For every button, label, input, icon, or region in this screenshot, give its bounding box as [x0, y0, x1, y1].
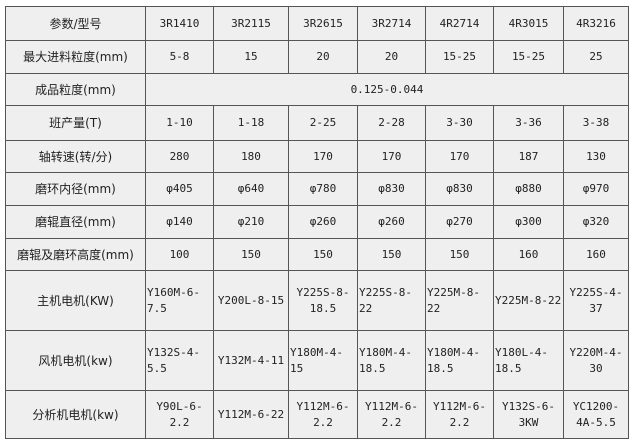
table-cell: 170	[288, 140, 358, 173]
table-cell: φ140	[145, 205, 214, 239]
table-cell: 20	[357, 40, 426, 74]
table-cell: Y225M-8-22	[493, 270, 564, 331]
table-cell: 3-30	[425, 105, 494, 141]
table-cell: 160	[493, 238, 564, 271]
table-cell: Y112M-6-22	[213, 390, 289, 439]
table-cell: φ780	[288, 172, 358, 206]
table-cell: Y180M-4- 18.5	[425, 330, 494, 391]
table-row: 分析机电机(kw) Y90L-6- 2.2 Y112M-6-22 Y112M-6- 2…	[5, 390, 629, 439]
table-cell: φ270	[425, 205, 494, 239]
table-cell: 100	[145, 238, 214, 271]
table-cell: Y112M-6- 2.2	[288, 390, 358, 439]
table-cell: φ880	[493, 172, 564, 206]
table-cell: 150	[213, 238, 289, 271]
table-cell: 170	[357, 140, 426, 173]
table-cell: 130	[563, 140, 629, 173]
table-cell: φ830	[357, 172, 426, 206]
row-label: 磨辊及磨环高度(mm)	[5, 238, 146, 271]
table-cell: Y90L-6- 2.2	[145, 390, 214, 439]
table-cell: 3-38	[563, 105, 629, 141]
table-cell: φ210	[213, 205, 289, 239]
table-cell: 1-10	[145, 105, 214, 141]
model-header: 4R2714	[425, 6, 494, 41]
table-cell: Y132M-4-11	[213, 330, 289, 391]
table-cell: φ640	[213, 172, 289, 206]
table-cell: Y200L-8-15	[213, 270, 289, 331]
row-label: 风机电机(kw)	[5, 330, 146, 391]
header-label: 参数/型号	[5, 6, 146, 41]
table-cell: φ405	[145, 172, 214, 206]
table-row: 班产量(T) 1-10 1-18 2-25 2-28 3-30 3-36 3-38	[5, 105, 629, 141]
row-label: 成品粒度(mm)	[5, 73, 146, 106]
table-row: 磨环内径(mm) φ405 φ640 φ780 φ830 φ830 φ880 φ970	[5, 172, 629, 206]
table-cell: Y220M-4- 30	[563, 330, 629, 391]
table-cell: 2-25	[288, 105, 358, 141]
row-label: 磨环内径(mm)	[5, 172, 146, 206]
table-cell: φ260	[288, 205, 358, 239]
table-cell: φ300	[493, 205, 564, 239]
table-cell: 150	[357, 238, 426, 271]
table-cell: 25	[563, 40, 629, 74]
row-label: 磨辊直径(mm)	[5, 205, 146, 239]
merged-cell: 0.125-0.044	[145, 73, 629, 106]
table-cell: 187	[493, 140, 564, 173]
table-cell: Y132S-6- 3KW	[493, 390, 564, 439]
model-header: 4R3015	[493, 6, 564, 41]
table-cell: Y180M-4- 18.5	[357, 330, 426, 391]
table-cell: 1-18	[213, 105, 289, 141]
header-row: 参数/型号 3R1410 3R2115 3R2615 3R2714 4R2714 4R301…	[5, 6, 629, 41]
table-cell: Y160M-6- 7.5	[145, 270, 214, 331]
table-cell: φ970	[563, 172, 629, 206]
table-cell: Y225S-4- 37	[563, 270, 629, 331]
table-cell: 20	[288, 40, 358, 74]
row-label: 班产量(T)	[5, 105, 146, 141]
table-row: 磨辊直径(mm) φ140 φ210 φ260 φ260 φ270 φ300 φ320	[5, 205, 629, 239]
table-row: 主机电机(KW) Y160M-6- 7.5 Y200L-8-15 Y225S-8- 1…	[5, 270, 629, 331]
table-cell: Y180L-4- 18.5	[493, 330, 564, 391]
table-cell: 3-36	[493, 105, 564, 141]
row-label: 分析机电机(kw)	[5, 390, 146, 439]
table-cell: 15	[213, 40, 289, 74]
model-header: 4R3216	[563, 6, 629, 41]
model-header: 3R2615	[288, 6, 358, 41]
model-header: 3R2115	[213, 6, 289, 41]
table-cell: φ320	[563, 205, 629, 239]
table-row: 磨辊及磨环高度(mm) 100 150 150 150 150 160 160	[5, 238, 629, 271]
model-header: 3R2714	[357, 6, 426, 41]
table-cell: 280	[145, 140, 214, 173]
table-row: 风机电机(kw) Y132S-4- 5.5 Y132M-4-11 Y180M-4-15…	[5, 330, 629, 391]
table-cell: Y112M-6- 2.2	[357, 390, 426, 439]
table-cell: 150	[425, 238, 494, 271]
table-cell: Y132S-4- 5.5	[145, 330, 214, 391]
table-cell: 150	[288, 238, 358, 271]
table-cell: Y225S-8- 18.5	[288, 270, 358, 331]
table-cell: 15-25	[493, 40, 564, 74]
table-cell: Y112M-6- 2.2	[425, 390, 494, 439]
table-row: 成品粒度(mm) 0.125-0.044	[5, 73, 629, 106]
table-cell: Y225S-8-22	[357, 270, 426, 331]
table-cell: φ830	[425, 172, 494, 206]
specs-table: 参数/型号 3R1410 3R2115 3R2615 3R2714 4R2714 4R301…	[5, 6, 629, 439]
model-header: 3R1410	[145, 6, 214, 41]
table-cell: φ260	[357, 205, 426, 239]
table-cell: 15-25	[425, 40, 494, 74]
row-label: 轴转速(转/分)	[5, 140, 146, 173]
table-cell: 2-28	[357, 105, 426, 141]
row-label: 最大进料粒度(mm)	[5, 40, 146, 74]
table-cell: YC1200- 4A-5.5	[563, 390, 629, 439]
table-cell: 170	[425, 140, 494, 173]
table-cell: Y180M-4-15	[288, 330, 358, 391]
table-row: 轴转速(转/分) 280 180 170 170 170 187 130	[5, 140, 629, 173]
row-label: 主机电机(KW)	[5, 270, 146, 331]
table-cell: Y225M-8-22	[425, 270, 494, 331]
table-row: 最大进料粒度(mm) 5-8 15 20 20 15-25 15-25 25	[5, 40, 629, 74]
table-cell: 180	[213, 140, 289, 173]
table-cell: 160	[563, 238, 629, 271]
table-cell: 5-8	[145, 40, 214, 74]
